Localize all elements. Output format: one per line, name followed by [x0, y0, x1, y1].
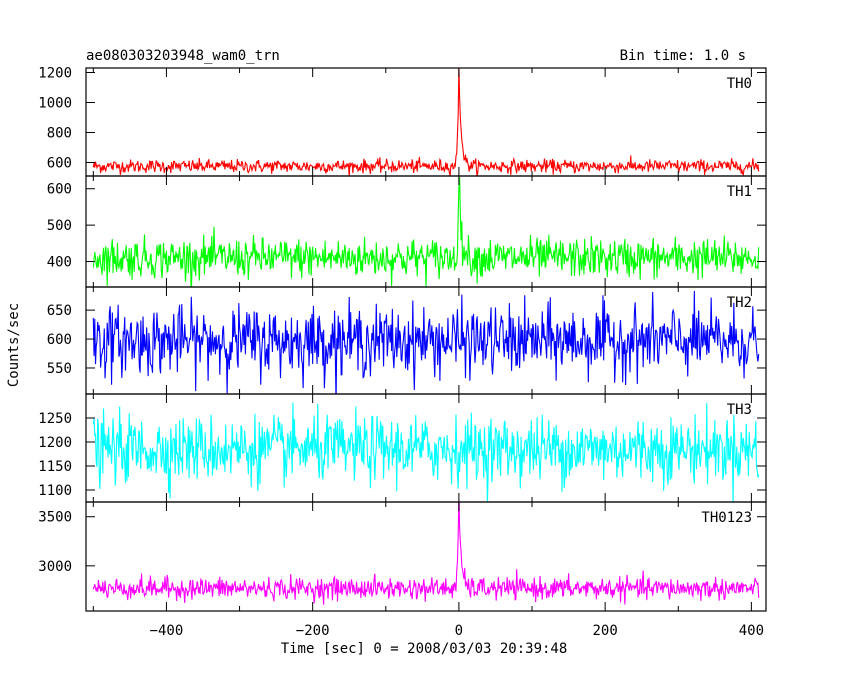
panel-label: TH3: [727, 402, 752, 418]
x-tick-label: −200: [296, 623, 330, 639]
x-tick-label: 200: [592, 623, 617, 639]
y-tick-label: 500: [47, 218, 72, 234]
panel-label: TH1: [727, 184, 752, 200]
y-tick-label: 650: [47, 303, 72, 319]
chart-subtitle: Bin time: 1.0 s: [620, 48, 746, 64]
y-tick-label: 600: [47, 182, 72, 198]
y-tick-label: 600: [47, 156, 72, 172]
y-tick-label: 600: [47, 332, 72, 348]
y-tick-label: 800: [47, 126, 72, 142]
x-tick-label: −400: [150, 623, 184, 639]
panel-th3: 1100 1150 1200 1250 TH3: [38, 393, 767, 503]
y-tick-label: 1250: [38, 411, 72, 427]
panel-th1: 400 500 600 TH1: [47, 175, 767, 288]
series-line-th1: [92, 177, 760, 287]
series-line-th0123: [92, 502, 760, 605]
panel-frame: [85, 501, 767, 612]
series-line-th3: [92, 402, 760, 502]
x-tick-label: 400: [739, 623, 764, 639]
chart-title: ae080303203948_wam0_trn: [86, 48, 280, 64]
y-tick-label: 3500: [38, 510, 72, 526]
series-line-th0: [92, 68, 760, 176]
y-tick-label: 550: [47, 361, 72, 377]
x-tick-label: 0: [455, 623, 463, 639]
y-tick-label: 1000: [38, 96, 72, 112]
panel-th2: 550 600 650 TH2: [47, 286, 767, 395]
y-tick-label: 1150: [38, 459, 72, 475]
y-tick-label: 3000: [38, 559, 72, 575]
y-axis-label: Counts/sec: [6, 303, 22, 387]
y-tick-label: 400: [47, 255, 72, 271]
panel-label: TH2: [727, 295, 752, 311]
panels: 600 800 1000 1200 TH0 400 500 600 TH1 550 600 650 TH…: [38, 66, 767, 639]
panel-th0123: 3000 3500 TH0123: [38, 501, 767, 612]
panel-frame: [85, 67, 767, 177]
y-tick-label: 1200: [38, 435, 72, 451]
panel-label: TH0: [727, 76, 752, 92]
panel-th0: 600 800 1000 1200 TH0: [38, 66, 767, 177]
y-tick-label: 1200: [38, 66, 72, 82]
panel-label: TH0123: [701, 510, 752, 526]
x-axis-label: Time [sec] 0 = 2008/03/03 20:39:48: [281, 641, 568, 657]
series-line-th2: [92, 291, 760, 394]
y-tick-label: 1100: [38, 483, 72, 499]
